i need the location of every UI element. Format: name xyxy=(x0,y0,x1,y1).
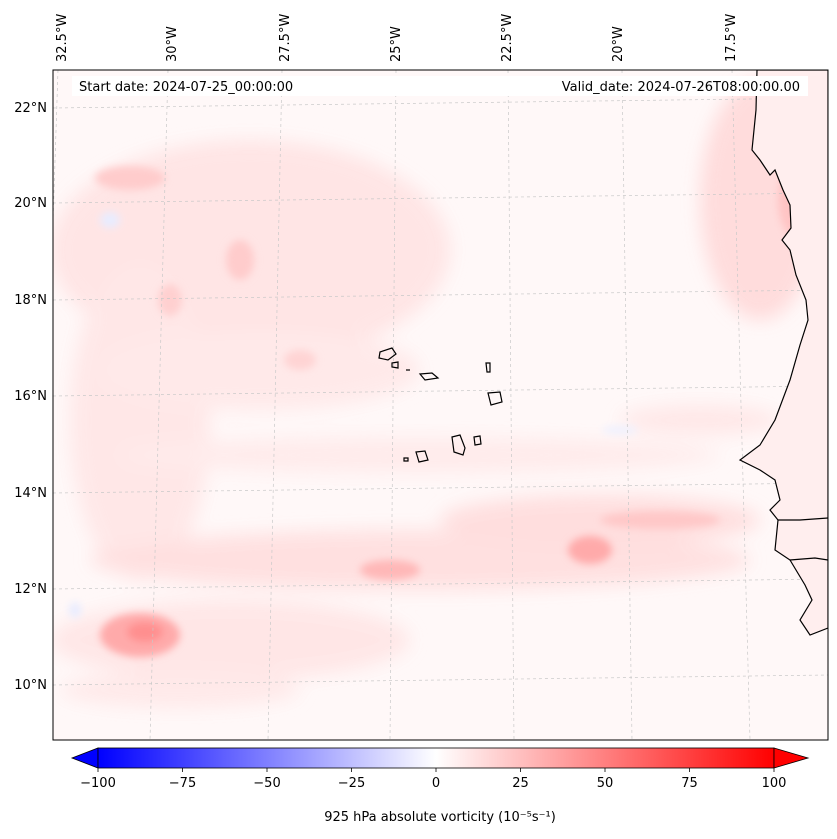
colorbar-extend-min xyxy=(70,747,99,769)
colorbar-tick-label: 50 xyxy=(597,776,614,791)
lat-label-12n: 12°N xyxy=(14,582,47,597)
lon-label-25w: 25°W xyxy=(389,26,404,62)
start-date-label: Start date: 2024-07-25_00:00:00 xyxy=(79,80,293,95)
coastline-africa xyxy=(738,70,828,636)
valid-date-label: Valid_date: 2024-07-26T08:00:00.00 xyxy=(562,80,800,95)
lat-label-22n: 22°N xyxy=(14,101,47,116)
colorbar-extend-max xyxy=(773,747,810,769)
map-frame xyxy=(52,69,829,741)
colorbar-tick-label: −100 xyxy=(80,776,116,791)
colorbar-tick-label: 25 xyxy=(512,776,529,791)
lon-label-30w: 30°W xyxy=(165,26,180,62)
lat-label-10n: 10°N xyxy=(14,678,47,693)
cape-verde-islands xyxy=(378,347,503,463)
vorticity-field xyxy=(53,70,828,740)
colorbar-label: 925 hPa absolute vorticity (10⁻⁵s⁻¹) xyxy=(324,810,556,825)
gridlines xyxy=(53,70,828,740)
lon-label-20w: 20°W xyxy=(611,26,626,62)
lat-label-16n: 16°N xyxy=(14,389,47,404)
colorbar-ticks: −100 −75 −50 −25 0 25 50 75 100 xyxy=(80,768,786,791)
lon-label-27-5w: 27.5°W xyxy=(278,14,293,62)
colorbar-tick-label: 0 xyxy=(432,776,440,791)
map-panel: Start date: 2024-07-25_00:00:00 Valid_da… xyxy=(52,69,829,741)
lon-label-32-5w: 32.5°W xyxy=(55,14,70,62)
colorbar-bar xyxy=(97,747,775,769)
colorbar-tick-label: 75 xyxy=(681,776,698,791)
colorbar-tick-label: −25 xyxy=(338,776,365,791)
lat-label-14n: 14°N xyxy=(14,486,47,501)
lat-label-18n: 18°N xyxy=(14,293,47,308)
lon-label-22-5w: 22.5°W xyxy=(500,14,515,62)
lat-label-20n: 20°N xyxy=(14,196,47,211)
colorbar-tick-label: −50 xyxy=(253,776,280,791)
colorbar: −100 −75 −50 −25 0 25 50 75 100 925 hPa absolute… xyxy=(70,747,810,825)
colorbar-tick-label: 100 xyxy=(762,776,787,791)
latitude-labels: 22°N 20°N 18°N 16°N 14°N 12°N 10°N xyxy=(14,101,47,693)
colorbar-tick-label: −75 xyxy=(169,776,196,791)
longitude-labels: 32.5°W 30°W 27.5°W 25°W 22.5°W 20°W 17.5… xyxy=(55,14,739,62)
lon-label-17-5w: 17.5°W xyxy=(724,14,739,62)
date-annotation-box xyxy=(72,76,808,96)
